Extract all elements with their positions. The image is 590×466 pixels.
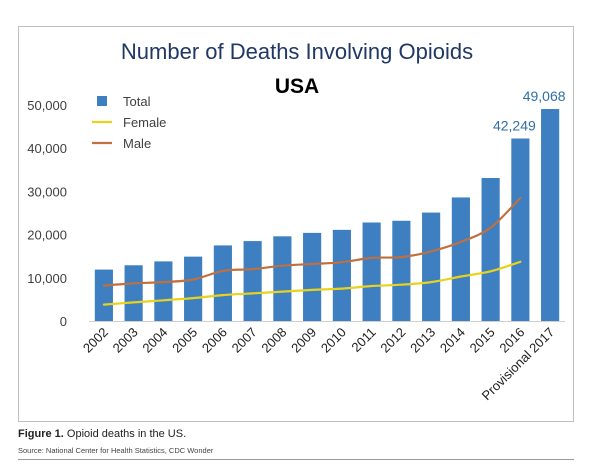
x-tick-label: 2013 [407, 325, 438, 356]
x-tick-label: 2011 [348, 325, 378, 355]
figure-caption: Figure 1. Opioid deaths in the US. [18, 428, 186, 440]
legend-label-female: Female [123, 115, 166, 130]
x-tick-label: 2003 [110, 325, 141, 356]
figure-label: Figure 1. [18, 428, 64, 440]
bar-total-2004 [154, 261, 173, 321]
x-tick-label: 2010 [318, 325, 349, 356]
data-labels: 42,249 49,068 [493, 88, 566, 133]
y-tick-label: 10,000 [27, 271, 67, 286]
x-tick-label: 2005 [169, 325, 200, 356]
x-tick-label: 2015 [467, 325, 498, 356]
bar-total-2005 [184, 256, 203, 321]
y-tick-label: 50,000 [27, 98, 67, 113]
y-tick-label: 40,000 [27, 141, 67, 156]
bar-total-2003 [124, 265, 143, 321]
bar-total-2012 [392, 220, 411, 321]
line-series [102, 196, 522, 306]
line-male [102, 196, 522, 287]
line-female [102, 260, 522, 306]
data-label: 49,068 [523, 88, 566, 104]
x-tick-label: 2009 [288, 325, 319, 356]
bar-total-2016 [511, 138, 530, 321]
bottom-divider [18, 459, 574, 460]
bar-total-2007 [243, 241, 262, 321]
figure-source: Source: National Center for Health Stati… [18, 446, 214, 455]
bar-total-2011 [362, 222, 381, 321]
y-axis: 0 10,000 20,000 30,000 40,000 50,000 [27, 98, 67, 329]
y-tick-label: 20,000 [27, 228, 67, 243]
bar-total-2015 [481, 178, 500, 321]
bar-total-2006 [213, 245, 232, 321]
legend-label-male: Male [123, 136, 151, 151]
bar-total-2010 [332, 229, 351, 321]
chart-frame: Number of Deaths Involving Opioids USA 0… [18, 26, 574, 422]
x-tick-label: 2002 [80, 325, 111, 356]
bar-total-2002 [94, 269, 113, 321]
x-tick-label: 2014 [437, 325, 468, 356]
legend: Total Female Male [92, 94, 166, 151]
x-tick-label: 2008 [258, 325, 289, 356]
figure-caption-text: Opioid deaths in the US. [63, 428, 187, 440]
legend-swatch-total [97, 96, 107, 106]
x-tick-label: 2007 [229, 325, 260, 356]
x-tick-label: 2006 [199, 325, 230, 356]
x-tick-label: 2004 [139, 325, 170, 356]
chart-title: Number of Deaths Involving Opioids [121, 39, 473, 64]
bar-series [94, 109, 560, 321]
opioid-deaths-chart: Number of Deaths Involving Opioids USA 0… [27, 39, 566, 403]
chart-subtitle: USA [275, 75, 319, 98]
x-tick-label: 2012 [377, 325, 408, 356]
bar-total-2013 [422, 212, 441, 321]
y-tick-label: 0 [60, 314, 67, 329]
bar-total-2014 [451, 197, 470, 321]
legend-label-total: Total [123, 94, 151, 109]
bar-total-provisional-2017 [541, 109, 560, 321]
data-label: 42,249 [493, 117, 536, 133]
y-tick-label: 30,000 [27, 184, 67, 199]
bar-total-2009 [303, 232, 322, 321]
bar-total-2008 [273, 236, 292, 321]
